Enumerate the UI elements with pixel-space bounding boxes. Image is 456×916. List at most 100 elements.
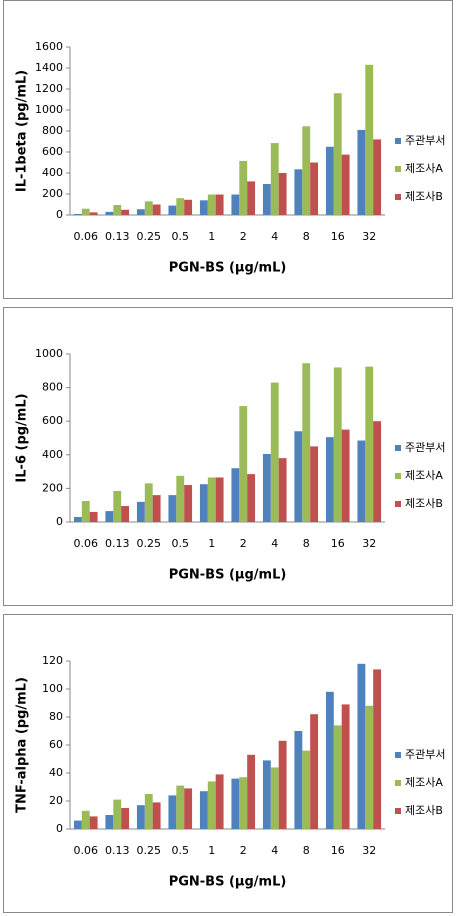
bar bbox=[247, 181, 256, 215]
legend-swatch bbox=[395, 780, 401, 786]
x-tick-label: 0.13 bbox=[105, 844, 130, 857]
bar bbox=[184, 485, 193, 522]
legend-swatch bbox=[395, 752, 401, 758]
bar bbox=[310, 714, 319, 829]
legend-swatch bbox=[395, 808, 401, 814]
x-tick-label: 32 bbox=[362, 230, 376, 243]
x-tick-label: 0.5 bbox=[172, 230, 190, 243]
x-tick-label: 8 bbox=[303, 230, 310, 243]
bar bbox=[152, 495, 161, 522]
bar bbox=[325, 146, 334, 215]
legend-swatch bbox=[395, 445, 401, 451]
bar bbox=[365, 64, 374, 215]
bar bbox=[333, 93, 342, 215]
bar bbox=[231, 194, 240, 215]
bar bbox=[199, 484, 208, 522]
bar bbox=[341, 704, 350, 829]
y-tick-label: 100 bbox=[42, 682, 63, 695]
bar bbox=[81, 501, 90, 522]
bar bbox=[136, 501, 145, 522]
legend-swatch bbox=[395, 501, 401, 507]
y-axis-label: IL-6 (pg/mL) bbox=[15, 393, 30, 482]
bar bbox=[270, 382, 279, 522]
bar bbox=[231, 468, 240, 522]
x-tick-label: 0.13 bbox=[105, 230, 130, 243]
bar bbox=[168, 205, 177, 215]
bar bbox=[239, 406, 248, 522]
bar bbox=[310, 446, 319, 522]
x-tick-label: 4 bbox=[271, 844, 278, 857]
bar bbox=[278, 173, 287, 215]
bar bbox=[105, 511, 114, 522]
bar bbox=[247, 474, 256, 522]
bar bbox=[373, 139, 382, 215]
bar bbox=[373, 669, 382, 829]
bar bbox=[199, 200, 208, 215]
bar bbox=[341, 429, 350, 522]
y-tick-label: 1400 bbox=[35, 61, 63, 74]
bar bbox=[144, 483, 153, 522]
y-tick-label: 40 bbox=[49, 766, 63, 779]
bar bbox=[365, 366, 374, 522]
panel bbox=[3, 614, 453, 913]
bar bbox=[121, 808, 130, 829]
x-tick-label: 1 bbox=[208, 230, 215, 243]
legend-label: 제조사B bbox=[405, 497, 443, 510]
y-tick-label: 600 bbox=[42, 414, 63, 427]
x-tick-label: 16 bbox=[331, 537, 345, 550]
bar bbox=[365, 705, 374, 829]
y-tick-label: 120 bbox=[42, 654, 63, 667]
bar bbox=[89, 816, 98, 829]
bar bbox=[247, 754, 256, 829]
bar bbox=[357, 440, 366, 522]
bar bbox=[207, 781, 216, 829]
bar bbox=[121, 209, 130, 215]
legend-label: 주관부서 bbox=[405, 441, 445, 454]
x-tick-label: 0.06 bbox=[74, 537, 99, 550]
y-tick-label: 1000 bbox=[35, 103, 63, 116]
bar bbox=[215, 477, 224, 522]
legend-swatch bbox=[395, 166, 401, 172]
bar bbox=[73, 820, 82, 829]
y-tick-label: 0 bbox=[56, 515, 63, 528]
x-tick-label: 32 bbox=[362, 844, 376, 857]
x-tick-label: 2 bbox=[240, 230, 247, 243]
y-axis-label: IL-1beta (pg/mL) bbox=[15, 70, 30, 192]
legend-label: 제조사B bbox=[405, 190, 443, 203]
y-tick-label: 1600 bbox=[35, 40, 63, 53]
bar bbox=[121, 506, 130, 522]
bar bbox=[184, 788, 193, 829]
bar bbox=[294, 731, 303, 829]
legend-swatch bbox=[395, 138, 401, 144]
bar bbox=[113, 799, 122, 829]
y-tick-label: 800 bbox=[42, 381, 63, 394]
y-tick-label: 60 bbox=[49, 738, 63, 751]
bar bbox=[262, 453, 271, 522]
bar bbox=[373, 421, 382, 522]
x-axis-label: PGN-BS (μg/mL) bbox=[169, 568, 287, 583]
bar bbox=[294, 431, 303, 522]
bar bbox=[215, 194, 224, 215]
x-tick-label: 0.25 bbox=[137, 230, 162, 243]
bar bbox=[270, 767, 279, 829]
x-tick-label: 1 bbox=[208, 844, 215, 857]
y-tick-label: 400 bbox=[42, 448, 63, 461]
bar bbox=[239, 777, 248, 829]
y-tick-label: 200 bbox=[42, 481, 63, 494]
bar bbox=[270, 143, 279, 215]
panel bbox=[3, 307, 453, 606]
x-tick-label: 16 bbox=[331, 230, 345, 243]
bar bbox=[207, 477, 216, 522]
legend-label: 주관부서 bbox=[405, 134, 445, 147]
bar bbox=[302, 126, 311, 215]
x-tick-label: 2 bbox=[240, 537, 247, 550]
bar bbox=[73, 213, 82, 215]
bar bbox=[333, 725, 342, 829]
bar bbox=[144, 794, 153, 829]
bar bbox=[73, 516, 82, 522]
bar bbox=[81, 208, 90, 215]
x-tick-label: 2 bbox=[240, 844, 247, 857]
panel bbox=[3, 0, 453, 299]
x-tick-label: 4 bbox=[271, 230, 278, 243]
